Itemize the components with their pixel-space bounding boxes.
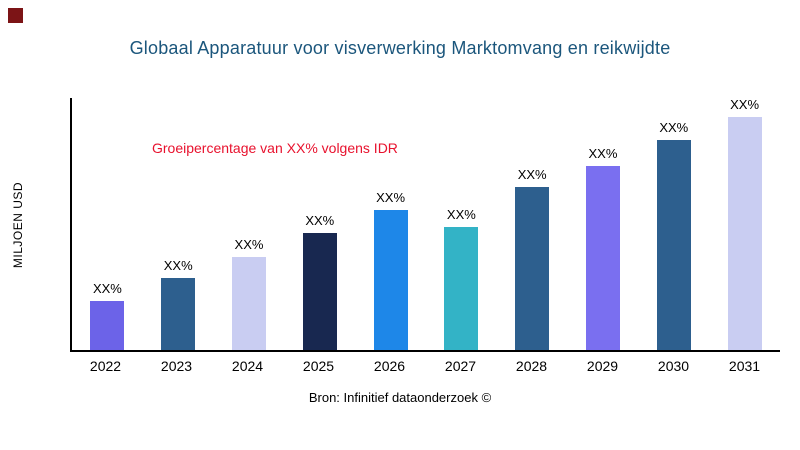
bar-group: XX% — [143, 258, 214, 350]
bar-value-label: XX% — [305, 213, 335, 228]
x-tick-label: 2024 — [231, 358, 264, 374]
bar — [161, 278, 196, 350]
bar-group: XX% — [426, 207, 497, 350]
bar-group: XX% — [284, 213, 355, 350]
bar — [656, 140, 691, 350]
plot-area: Groeipercentage van XX% volgens IDR XX% X… — [70, 97, 780, 352]
bar-group: XX% — [638, 120, 709, 350]
bar — [90, 301, 125, 350]
bar-value-label: XX% — [588, 146, 618, 161]
bar — [444, 227, 479, 350]
bar-group: XX% — [214, 237, 285, 350]
y-axis-label: MILJOEN USD — [11, 181, 25, 269]
x-tick-label: 2022 — [89, 358, 122, 374]
bar-value-label: XX% — [446, 207, 476, 222]
bar — [373, 210, 408, 350]
x-tick-label: 2028 — [515, 358, 548, 374]
x-tick-label: 2029 — [586, 358, 619, 374]
growth-annotation: Groeipercentage van XX% volgens IDR — [152, 140, 398, 156]
bar-value-label: XX% — [234, 237, 264, 252]
bar-value-label: XX% — [659, 120, 689, 135]
bar-value-label: XX% — [376, 190, 406, 205]
x-tick-label: 2031 — [728, 358, 761, 374]
bar — [515, 187, 550, 350]
bar — [727, 117, 762, 350]
bar — [231, 257, 266, 350]
bars: XX% XX% XX% XX% XX% XX% XX% XX% XX% XX% — [72, 97, 780, 350]
bar-value-label: XX% — [730, 97, 760, 112]
chart-title: Globaal Apparatuur voor visverwerking Ma… — [129, 38, 671, 58]
bar — [302, 233, 337, 350]
bar-group: XX% — [568, 146, 639, 350]
logo-mark — [8, 8, 23, 23]
x-tick-label: 2027 — [444, 358, 477, 374]
bar-group: XX% — [497, 167, 568, 350]
bar-value-label: XX% — [163, 258, 193, 273]
source-caption: Bron: Infinitief dataonderzoek © — [308, 390, 492, 405]
x-tick-label: 2030 — [657, 358, 690, 374]
x-tick-label: 2023 — [160, 358, 193, 374]
x-axis-labels: 2022 2023 2024 2025 2026 2027 2028 2029 2030 2031 — [70, 358, 780, 374]
bar-group: XX% — [355, 190, 426, 350]
bar-value-label: XX% — [517, 167, 547, 182]
bar-group: XX% — [709, 97, 780, 350]
bar-group: XX% — [72, 281, 143, 350]
x-tick-label: 2025 — [302, 358, 335, 374]
bar-value-label: XX% — [92, 281, 122, 296]
bar — [585, 166, 620, 350]
x-tick-label: 2026 — [373, 358, 406, 374]
